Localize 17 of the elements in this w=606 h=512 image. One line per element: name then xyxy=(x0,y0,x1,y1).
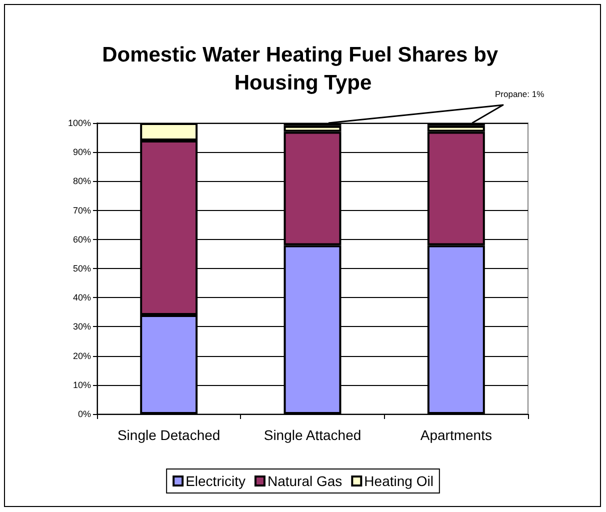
x-tick-label: Single Attached xyxy=(264,427,362,443)
y-tick-label: 10% xyxy=(72,380,91,390)
y-tick-label: 50% xyxy=(72,264,91,274)
y-tick-label: 20% xyxy=(72,350,91,361)
y-tick-label: 90% xyxy=(72,147,91,158)
y-tick-label: 30% xyxy=(72,322,91,332)
y-tick-label: 70% xyxy=(72,205,91,216)
x-tick-label: Single Detached xyxy=(117,427,220,443)
y-tick-label: 60% xyxy=(72,234,91,244)
y-tick-label: 40% xyxy=(72,292,91,303)
legend-label: Heating Oil xyxy=(364,473,434,489)
y-tick-label: 0% xyxy=(78,409,91,419)
legend-label: Natural Gas xyxy=(267,473,342,489)
y-tick-label: 100% xyxy=(68,118,91,128)
legend-label: Electricity xyxy=(186,473,246,489)
x-tick-label: Apartments xyxy=(420,427,492,443)
y-tick-label: 80% xyxy=(72,176,91,186)
